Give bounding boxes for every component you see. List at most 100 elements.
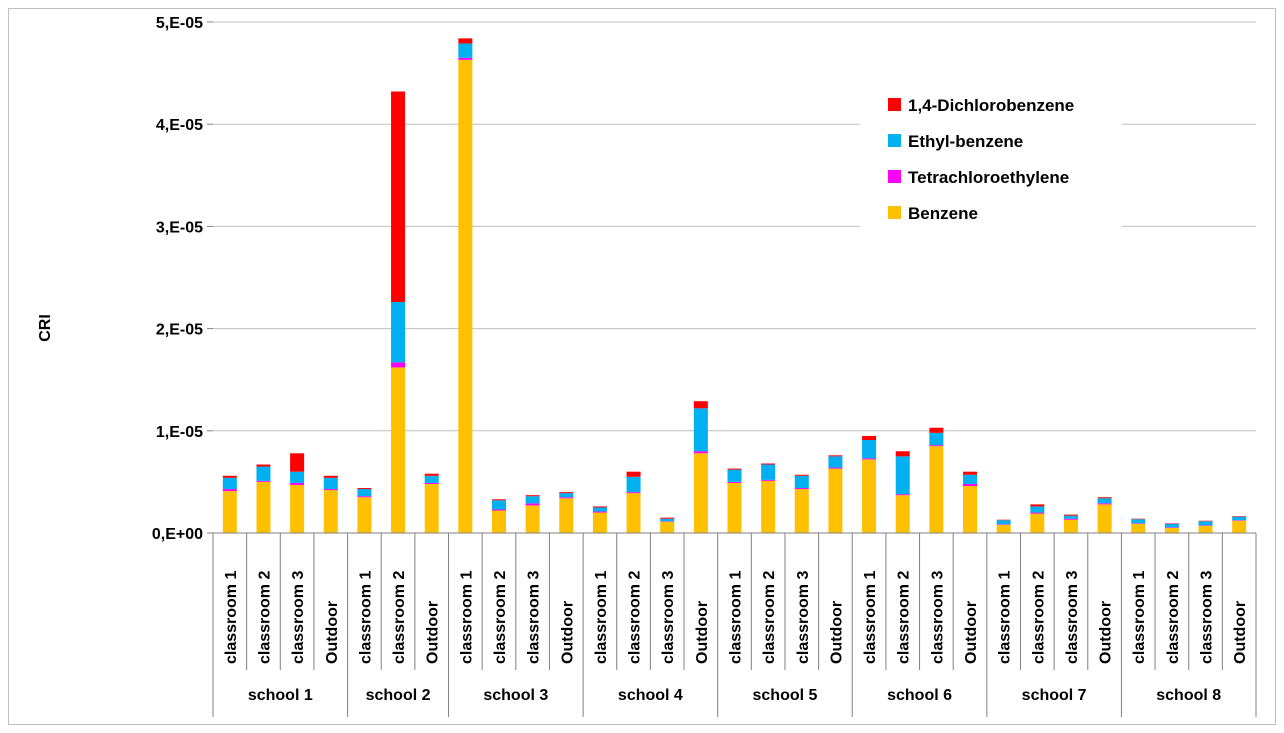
x-category-label: classroom 2 (1165, 571, 1182, 664)
bar-ethyl-benzene-15 (727, 469, 742, 482)
x-category-label: Outdoor (1232, 601, 1249, 664)
bar-tetrachloroethylene-30 (1232, 520, 1247, 521)
bar-1-4-dichlorobenzene-28 (1164, 523, 1179, 524)
x-category-label: classroom 1 (1131, 571, 1148, 664)
bar-ethyl-benzene-4 (357, 489, 372, 497)
bar-tetrachloroethylene-11 (592, 511, 607, 513)
bar-ethyl-benzene-30 (1232, 516, 1247, 521)
x-category-label: classroom 1 (458, 571, 475, 664)
bar-1-4-dichlorobenzene-17 (794, 474, 809, 476)
bar-benzene-24 (1030, 513, 1045, 533)
gridlines (213, 21, 1256, 432)
bar-1-4-dichlorobenzene-0 (222, 475, 237, 478)
bar-benzene-1 (256, 481, 271, 533)
legend: 1,4-Dichlorobenzene Ethyl-benzene Tetrachl… (860, 88, 1122, 230)
bar-benzene-0 (222, 491, 237, 533)
bar-tetrachloroethylene-8 (491, 509, 506, 511)
bar-benzene-11 (592, 512, 607, 533)
bar-benzene-30 (1232, 520, 1247, 533)
bar-tetrachloroethylene-16 (761, 479, 776, 481)
bar-tetrachloroethylene-28 (1164, 527, 1179, 528)
legend-swatch (888, 206, 901, 219)
bar-benzene-10 (559, 498, 574, 533)
bar-ethyl-benzene-0 (222, 477, 237, 490)
bar-ethyl-benzene-20 (895, 456, 910, 495)
bar-tetrachloroethylene-0 (222, 489, 237, 492)
x-category-label: classroom 3 (290, 571, 307, 664)
x-category-label: classroom 1 (862, 571, 879, 664)
x-category-label: Outdoor (559, 601, 576, 664)
x-category-label: Outdoor (1098, 601, 1115, 664)
bar-benzene-14 (693, 453, 708, 533)
y-tick-label: 5,E-05 (156, 15, 203, 32)
bar-ethyl-benzene-17 (794, 475, 809, 489)
bar-benzene-8 (491, 510, 506, 533)
bar-benzene-13 (660, 521, 675, 533)
bar-tetrachloroethylene-27 (1131, 523, 1146, 524)
bar-1-4-dichlorobenzene-4 (357, 488, 372, 490)
legend-label: Benzene (908, 204, 978, 223)
legend-swatch (888, 98, 901, 111)
bar-ethyl-benzene-6 (424, 475, 439, 483)
bar-1-4-dichlorobenzene-5 (391, 91, 406, 303)
x-group-label: school 5 (753, 687, 818, 704)
bar-ethyl-benzene-25 (1063, 515, 1078, 519)
bar-1-4-dichlorobenzene-9 (525, 495, 540, 497)
bar-1-4-dichlorobenzene-19 (862, 435, 877, 440)
x-category-label: classroom 1 (728, 571, 745, 664)
bar-1-4-dichlorobenzene-24 (1030, 504, 1045, 507)
x-category-label: classroom 2 (391, 571, 408, 664)
bar-tetrachloroethylene-15 (727, 481, 742, 483)
bar-ethyl-benzene-29 (1198, 521, 1213, 526)
bar-ethyl-benzene-19 (862, 439, 877, 459)
y-tick-label: 4,E-05 (156, 117, 203, 134)
bar-1-4-dichlorobenzene-26 (1097, 497, 1112, 499)
bar-benzene-2 (290, 484, 305, 533)
bar-1-4-dichlorobenzene-18 (828, 455, 843, 457)
bar-benzene-17 (794, 489, 809, 533)
bar-tetrachloroethylene-25 (1063, 518, 1078, 520)
bar-ethyl-benzene-9 (525, 496, 540, 504)
bar-1-4-dichlorobenzene-25 (1063, 514, 1078, 516)
x-category-label: Outdoor (963, 601, 980, 664)
bar-benzene-26 (1097, 504, 1112, 533)
x-category-label: classroom 1 (593, 571, 610, 664)
bar-benzene-28 (1164, 527, 1179, 533)
bar-tetrachloroethylene-21 (929, 445, 944, 447)
bar-ethyl-benzene-27 (1131, 519, 1146, 524)
bar-benzene-20 (895, 495, 910, 533)
legend-background (860, 88, 1122, 230)
x-category-label: classroom 3 (1199, 571, 1216, 664)
bar-1-4-dichlorobenzene-11 (592, 506, 607, 508)
x-group-label: school 1 (248, 687, 313, 704)
bar-tetrachloroethylene-19 (862, 458, 877, 460)
legend-label: 1,4-Dichlorobenzene (908, 96, 1074, 115)
bar-benzene-3 (323, 490, 338, 533)
bar-1-4-dichlorobenzene-21 (929, 427, 944, 433)
bar-1-4-dichlorobenzene-20 (895, 451, 910, 457)
bar-tetrachloroethylene-10 (559, 497, 574, 499)
x-category-label: classroom 3 (795, 571, 812, 664)
bar-tetrachloroethylene-20 (895, 494, 910, 496)
bar-ethyl-benzene-12 (626, 476, 641, 493)
bar-tetrachloroethylene-4 (357, 496, 372, 498)
bar-1-4-dichlorobenzene-30 (1232, 516, 1247, 517)
bar-tetrachloroethylene-12 (626, 492, 641, 494)
bar-benzene-23 (996, 524, 1011, 533)
bar-benzene-18 (828, 468, 843, 533)
bar-tetrachloroethylene-3 (323, 489, 338, 491)
x-group-label: school 8 (1156, 687, 1221, 704)
bar-tetrachloroethylene-18 (828, 467, 843, 469)
bar-benzene-25 (1063, 519, 1078, 533)
bar-benzene-15 (727, 482, 742, 533)
bar-tetrachloroethylene-14 (693, 451, 708, 454)
bar-tetrachloroethylene-13 (660, 521, 675, 522)
bar-tetrachloroethylene-17 (794, 488, 809, 490)
bar-ethyl-benzene-28 (1164, 523, 1179, 528)
bar-ethyl-benzene-13 (660, 518, 675, 522)
bar-ethyl-benzene-14 (693, 408, 708, 452)
y-tick-label: 3,E-05 (156, 219, 203, 236)
bar-1-4-dichlorobenzene-16 (761, 463, 776, 465)
x-category-label: classroom 3 (1064, 571, 1081, 664)
y-tick-label: 2,E-05 (156, 322, 203, 339)
